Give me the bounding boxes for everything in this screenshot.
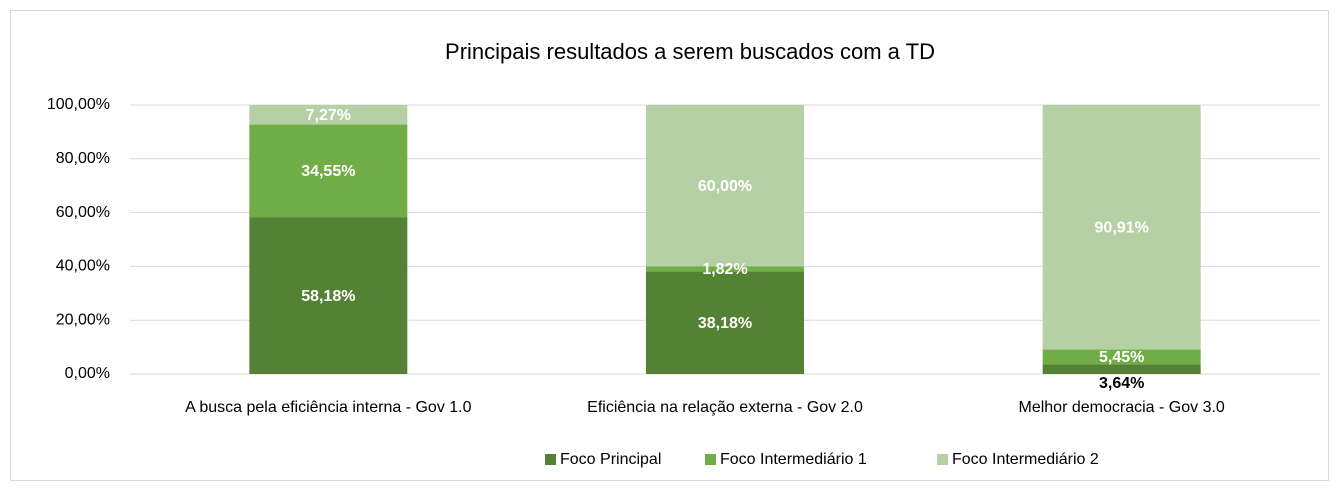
x-tick-label: A busca pela eficiência interna - Gov 1.… bbox=[185, 399, 471, 416]
y-tick-label: 40,00% bbox=[56, 258, 110, 275]
bar-segment bbox=[249, 124, 408, 218]
chart-title: Principais resultados a serem buscados c… bbox=[445, 39, 935, 64]
bar-segment bbox=[1042, 105, 1201, 350]
legend-swatch bbox=[937, 454, 948, 465]
data-label: 1,82% bbox=[702, 261, 747, 278]
legend-label: Foco Principal bbox=[560, 451, 661, 468]
data-label: 34,55% bbox=[301, 163, 355, 180]
legend-swatch bbox=[545, 454, 556, 465]
data-label: 5,45% bbox=[1099, 349, 1144, 366]
bar-segment bbox=[249, 105, 408, 125]
bar-segment bbox=[646, 266, 804, 272]
legend-label: Foco Intermediário 1 bbox=[720, 451, 867, 468]
y-tick-label: 20,00% bbox=[56, 311, 110, 328]
y-tick-label: 60,00% bbox=[56, 204, 110, 221]
data-label: 60,00% bbox=[698, 178, 752, 195]
data-label: 38,18% bbox=[698, 315, 752, 332]
bar-segment bbox=[1042, 349, 1201, 365]
data-label: 90,91% bbox=[1095, 219, 1149, 236]
y-tick-label: 80,00% bbox=[56, 150, 110, 167]
y-tick-label: 100,00% bbox=[47, 96, 110, 113]
legend-swatch bbox=[705, 454, 716, 465]
x-tick-label: Eficiência na relação externa - Gov 2.0 bbox=[587, 399, 863, 416]
y-tick-label: 0,00% bbox=[65, 365, 110, 382]
data-label: 3,64% bbox=[1099, 375, 1144, 392]
legend-label: Foco Intermediário 2 bbox=[952, 451, 1099, 468]
bar-segment bbox=[646, 271, 804, 374]
bar-segment bbox=[249, 217, 408, 374]
data-label: 58,18% bbox=[301, 288, 355, 305]
x-tick-label: Melhor democracia - Gov 3.0 bbox=[1019, 399, 1225, 416]
bar-segment bbox=[1042, 364, 1201, 374]
data-label: 7,27% bbox=[306, 107, 351, 124]
bar-segment bbox=[646, 105, 804, 267]
